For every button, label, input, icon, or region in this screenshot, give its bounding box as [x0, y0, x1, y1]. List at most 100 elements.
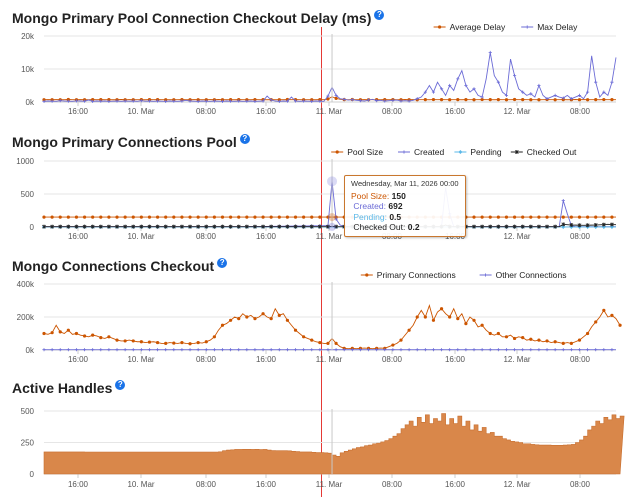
checked-out-point [472, 224, 476, 229]
max-delay-point [448, 83, 452, 88]
help-icon[interactable]: ? [217, 258, 228, 268]
primary-connections-point [82, 334, 87, 338]
tooltip-created-label: Created: [353, 201, 386, 211]
average-delay-point [496, 98, 500, 102]
checked-out-point [277, 224, 282, 229]
tooltip-row-pending: Pending: 0.5 [351, 212, 459, 223]
primary-connections-point [58, 330, 62, 334]
pool-size-point [188, 215, 192, 219]
average-delay-point [42, 98, 46, 102]
tooltip-date: Wednesday, Mar 11, 2026 00:00 [351, 179, 459, 188]
x-tick-label: 11. Mar [316, 107, 343, 116]
delay-chart[interactable]: 0k 10k 20k 16:00 10. Mar 08:00 16:00 11. Mar 08:… [0, 0, 637, 125]
checked-out-point [569, 223, 574, 228]
max-delay-point [488, 50, 492, 55]
max-delay-point [155, 99, 160, 103]
pool-chart[interactable]: 0 500 1000 16:00 10. Mar 08:00 16:00 11. Mar 08:… [0, 128, 637, 250]
checkout-title-wrap: Mongo Connections Checkout? [12, 258, 228, 274]
y-tick-label: 1000 [16, 157, 34, 166]
primary-connections-point [423, 315, 427, 319]
pool-size-point [512, 215, 517, 219]
primary-connections-point [577, 338, 582, 342]
primary-connections-point [456, 317, 460, 321]
legend-other-connections-label: Other Connections [496, 270, 567, 280]
x-tick-label: 16:00 [68, 355, 89, 364]
tooltip-checked-out-value: 0.2 [407, 222, 420, 232]
pool-size-point [220, 215, 225, 219]
primary-connections-point [131, 339, 135, 343]
pool-size-point [180, 215, 184, 219]
max-delay-point [58, 99, 62, 103]
y-tick-label: 0k [26, 346, 35, 355]
max-delay-point [423, 90, 427, 94]
checked-out-point [593, 223, 598, 228]
pool-size-point [561, 215, 565, 219]
tooltip-created-value: 692 [388, 201, 403, 211]
primary-connections-point [107, 335, 111, 339]
checked-out-point [601, 222, 606, 227]
pool-title-wrap: Mongo Primary Connections Pool? [12, 134, 250, 150]
x-tick-label: 11. Mar [316, 480, 343, 489]
primary-connections-point [269, 317, 273, 321]
checked-out-point [528, 224, 533, 229]
other-connections-point [269, 348, 273, 352]
legend-average-delay-label: Average Delay [450, 22, 506, 32]
pool-size-point [310, 215, 314, 219]
other-connections-point [545, 348, 549, 352]
pool-size-point [553, 215, 557, 219]
other-connections-point [302, 348, 306, 352]
checked-out-point [253, 224, 257, 229]
pool-size-point [107, 215, 111, 219]
pool-marks: Checked Out Pending Created Pool Size [42, 147, 617, 231]
primary-connections-point [545, 339, 549, 343]
x-tick-label: 08:00 [196, 355, 217, 364]
average-delay-point [610, 98, 614, 102]
pool-size-point [253, 215, 257, 219]
max-delay-point [545, 97, 549, 101]
primary-connections-point [318, 340, 322, 345]
pool-size-point [521, 215, 525, 219]
other-connections-point [448, 348, 452, 352]
pool-size-point [569, 215, 573, 219]
pool-size-point [293, 215, 298, 219]
primary-connections-point [472, 318, 476, 322]
other-connections-point [131, 348, 135, 352]
pool-size-point [277, 215, 281, 219]
primary-connections-point [302, 335, 306, 339]
help-icon[interactable]: ? [239, 134, 250, 144]
average-delay-point [66, 97, 70, 102]
checkout-chart[interactable]: 0k 200k 400k 16:00 10. Mar 08:00 16:00 11. Mar 0… [0, 252, 637, 374]
legend-pool-size-marker [335, 150, 339, 154]
other-connections-point [488, 348, 492, 352]
x-tick-label: 16:00 [445, 480, 466, 489]
x-tick-label: 16:00 [256, 107, 277, 116]
max-delay-point [334, 93, 338, 97]
other-connections-point [561, 348, 565, 352]
other-connections-point [456, 348, 460, 352]
help-icon[interactable]: ? [115, 380, 126, 390]
primary-connections-point [91, 333, 95, 337]
max-delay-point [586, 90, 590, 94]
legend-checked-out-label: Checked Out [527, 147, 577, 157]
primary-connections-point [512, 336, 517, 341]
primary-connections-point [155, 340, 160, 345]
x-tick-label: 08:00 [570, 480, 591, 489]
tooltip-row-checked-out: Checked Out: 0.2 [351, 222, 459, 233]
other-connections-point [342, 348, 346, 352]
x-tick-label: 16:00 [256, 232, 277, 241]
checked-out-point [147, 224, 152, 229]
other-connections-point [212, 348, 216, 352]
pool-size-point [610, 215, 614, 219]
handles-chart[interactable]: 0 250 500 16:00 10. Mar 08:00 16:00 11. Mar 08:0… [0, 374, 637, 499]
other-connections-point [74, 348, 79, 352]
x-tick-label: 12. Mar [503, 107, 530, 116]
hover-halo-pool [328, 213, 337, 222]
x-tick-label: 12. Mar [503, 355, 530, 364]
y-tick-label: 20k [21, 32, 35, 41]
checked-out-point [293, 224, 298, 229]
other-connections-point [431, 348, 436, 352]
average-delay-line [43, 96, 617, 101]
primary-connections-point [407, 328, 411, 332]
help-icon[interactable]: ? [374, 10, 385, 20]
max-delay-point [50, 99, 54, 103]
